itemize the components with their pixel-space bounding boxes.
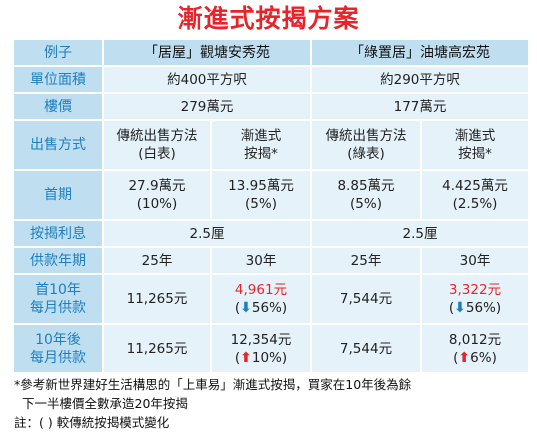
row-rate: 按揭利息 2.5厘 2.5厘 xyxy=(13,220,529,247)
after10-b2: 8,012元 (⬆6%) xyxy=(421,324,529,373)
row-label-term: 供款年期 xyxy=(13,247,103,274)
header-project-b: 「綠置居」油塘高宏苑 xyxy=(311,39,529,66)
after10-b2-value: 8,012元 xyxy=(449,332,501,348)
method-a2-line2: 按揭* xyxy=(244,146,278,162)
first10-b2-change: 56% xyxy=(466,300,496,316)
header-project-a: 「居屋」觀塘安秀苑 xyxy=(103,39,311,66)
down-b1-value: 8.85萬元 xyxy=(337,178,394,194)
down-a2-value: 13.95萬元 xyxy=(228,178,294,194)
after10-label-line2: 每月供款 xyxy=(30,350,86,366)
down-a1-value: 27.9萬元 xyxy=(128,178,185,194)
area-b: 約290平方呎 xyxy=(311,66,529,93)
method-a2-line1: 漸進式 xyxy=(241,128,282,144)
term-b1: 25年 xyxy=(311,247,421,274)
down-b2-percent: (2.5%) xyxy=(453,196,498,212)
comparison-table: 例子 「居屋」觀塘安秀苑 「綠置居」油塘高宏苑 單位面積 約400平方呎 約29… xyxy=(12,38,530,374)
rate-b: 2.5厘 xyxy=(311,220,529,247)
after10-b1: 7,544元 xyxy=(311,324,421,373)
after10-label-line1: 10年後 xyxy=(35,332,81,348)
first10-b1: 7,544元 xyxy=(311,274,421,324)
footnote-line1: *參考新世界建好生活構思的「上車易」漸進式按揭，買家在10年後為餘 xyxy=(14,375,530,394)
down-a2: 13.95萬元 (5%) xyxy=(211,170,311,220)
down-b2-value: 4.425萬元 xyxy=(442,178,508,194)
row-method: 出售方式 傳統出售方法 (白表) 漸進式按揭* 傳統出售方法 (綠表) 漸進式按揭* xyxy=(13,120,529,170)
row-label-area: 單位面積 xyxy=(13,66,103,93)
method-b2-line2: 按揭* xyxy=(458,146,492,162)
arrow-down-icon: ⬇ xyxy=(454,299,466,317)
row-after10: 10年後每月供款 11,265元 12,354元 (⬆10%) 7,544元 8,… xyxy=(13,324,529,373)
arrow-up-icon: ⬆ xyxy=(458,349,470,367)
footnote-legend: 註：( ) 較傳統按揭模式變化 xyxy=(14,413,530,432)
method-b1: 傳統出售方法 (綠表) xyxy=(311,120,421,170)
method-b2-line1: 漸進式 xyxy=(455,128,496,144)
method-a1-line2: (白表) xyxy=(138,146,176,162)
after10-a1: 11,265元 xyxy=(103,324,211,373)
area-a: 約400平方呎 xyxy=(103,66,311,93)
down-a1-percent: (10%) xyxy=(137,196,178,212)
method-a1-line1: 傳統出售方法 xyxy=(117,128,198,144)
footnotes: *參考新世界建好生活構思的「上車易」漸進式按揭，買家在10年後為餘 下一半樓價全… xyxy=(14,375,530,432)
row-label-method: 出售方式 xyxy=(13,120,103,170)
footnote-line2: 下一半樓價全數承造20年按揭 xyxy=(14,394,530,413)
method-a2: 漸進式按揭* xyxy=(211,120,311,170)
after10-a2: 12,354元 (⬆10%) xyxy=(211,324,311,373)
term-a2: 30年 xyxy=(211,247,311,274)
row-label-example: 例子 xyxy=(13,39,103,66)
arrow-up-icon: ⬆ xyxy=(240,349,252,367)
down-a1: 27.9萬元 (10%) xyxy=(103,170,211,220)
arrow-down-icon: ⬇ xyxy=(240,299,252,317)
down-b2: 4.425萬元 (2.5%) xyxy=(421,170,529,220)
first10-a2-value: 4,961元 xyxy=(235,282,287,298)
price-a: 279萬元 xyxy=(103,93,311,120)
first10-a2: 4,961元 (⬇56%) xyxy=(211,274,311,324)
method-b1-line1: 傳統出售方法 xyxy=(326,128,407,144)
after10-a2-value: 12,354元 xyxy=(231,332,292,348)
first10-a2-change: 56% xyxy=(252,300,282,316)
row-first10: 首10年每月供款 11,265元 4,961元 (⬇56%) 7,544元 3,3… xyxy=(13,274,529,324)
after10-a2-change: 10% xyxy=(252,350,282,366)
first10-label-line1: 首10年 xyxy=(35,282,81,298)
header-row: 例子 「居屋」觀塘安秀苑 「綠置居」油塘高宏苑 xyxy=(13,39,529,66)
price-b: 177萬元 xyxy=(311,93,529,120)
first10-b2-value: 3,322元 xyxy=(449,282,501,298)
row-down-payment: 首期 27.9萬元 (10%) 13.95萬元 (5%) 8.85萬元 (5%) 4.… xyxy=(13,170,529,220)
first10-label-line2: 每月供款 xyxy=(30,300,86,316)
down-a2-percent: (5%) xyxy=(245,196,277,212)
down-b1: 8.85萬元 (5%) xyxy=(311,170,421,220)
row-label-first10: 首10年每月供款 xyxy=(13,274,103,324)
row-label-rate: 按揭利息 xyxy=(13,220,103,247)
row-price: 樓價 279萬元 177萬元 xyxy=(13,93,529,120)
method-b1-line2: (綠表) xyxy=(347,146,385,162)
first10-a1: 11,265元 xyxy=(103,274,211,324)
down-b1-percent: (5%) xyxy=(350,196,382,212)
page-title: 漸進式按揭方案 xyxy=(0,2,537,36)
after10-b2-change: 6% xyxy=(470,350,491,366)
row-term: 供款年期 25年 30年 25年 30年 xyxy=(13,247,529,274)
row-area: 單位面積 約400平方呎 約290平方呎 xyxy=(13,66,529,93)
method-b2: 漸進式按揭* xyxy=(421,120,529,170)
row-label-price: 樓價 xyxy=(13,93,103,120)
method-a1: 傳統出售方法 (白表) xyxy=(103,120,211,170)
row-label-down-payment: 首期 xyxy=(13,170,103,220)
rate-a: 2.5厘 xyxy=(103,220,311,247)
term-a1: 25年 xyxy=(103,247,211,274)
row-label-after10: 10年後每月供款 xyxy=(13,324,103,373)
first10-b2: 3,322元 (⬇56%) xyxy=(421,274,529,324)
term-b2: 30年 xyxy=(421,247,529,274)
